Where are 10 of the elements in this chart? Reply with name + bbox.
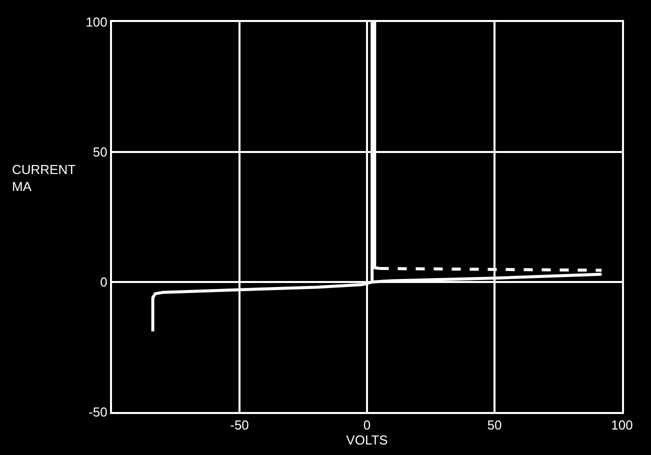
y-tick-label: 0 [100, 274, 108, 290]
y-tick-label: -50 [88, 404, 108, 420]
y-tick-label: 100 [86, 14, 108, 30]
x-tick-label: -50 [230, 418, 249, 433]
x-tick-label: 50 [487, 418, 502, 433]
x-tick-label: 0 [363, 418, 371, 433]
y-axis-title: CURRENT MA [12, 162, 76, 194]
x-tick-label: 100 [611, 418, 633, 433]
x-axis-title: VOLTS [346, 432, 388, 448]
y-tick-label: 50 [92, 144, 108, 160]
